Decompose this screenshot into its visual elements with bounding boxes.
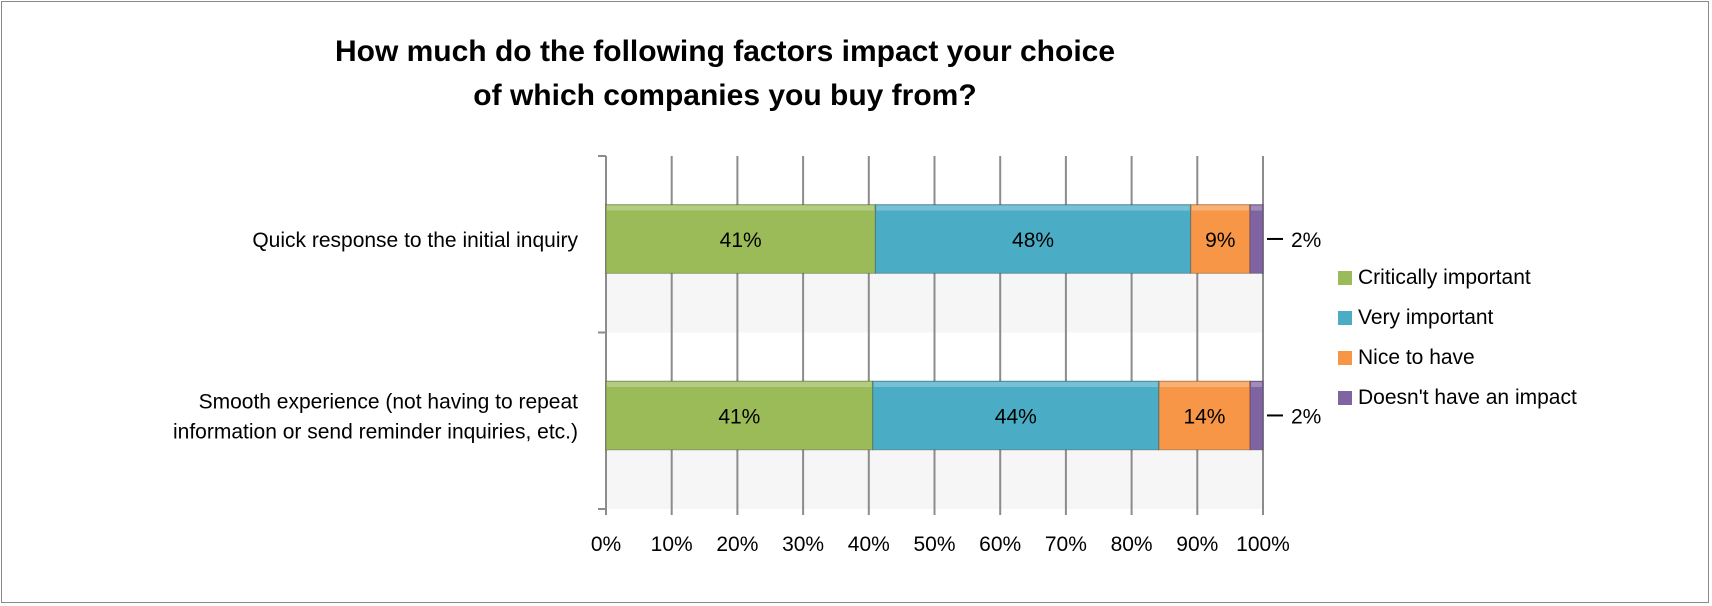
category-label: Quick response to the initial inquiry: [252, 229, 578, 252]
legend-item: Very important: [1338, 298, 1577, 338]
bar-segment: [605, 380, 874, 451]
data-label: 2%: [1291, 229, 1321, 252]
legend-label: Very important: [1358, 306, 1494, 329]
data-label: 41%: [720, 229, 762, 252]
bar-highlight: [607, 205, 875, 211]
bar-segment: [1249, 380, 1264, 451]
bar-highlight: [876, 205, 1190, 211]
x-tick-label: 20%: [716, 533, 758, 556]
legend: Critically important Very important Nice t…: [1338, 258, 1577, 418]
bar-highlight: [607, 382, 872, 388]
category-label: information or send reminder inquiries, …: [173, 420, 578, 443]
x-tick-label: 0%: [591, 533, 621, 556]
bar-segment: [605, 204, 876, 274]
bar-segment: [1249, 204, 1264, 274]
legend-swatch: [1338, 351, 1352, 365]
x-tick-label: 10%: [651, 533, 693, 556]
bar-highlight: [873, 382, 1158, 388]
x-tick-label: 40%: [848, 533, 890, 556]
chart-title-line: How much do the following factors impact…: [334, 35, 1116, 68]
bar-highlight: [1191, 205, 1249, 211]
data-label: 9%: [1205, 229, 1235, 252]
category-label: Smooth experience (not having to repeat: [199, 390, 579, 413]
legend-label: Doesn't have an impact: [1358, 386, 1577, 409]
bar-highlight: [1250, 205, 1262, 211]
legend-label: Critically important: [1358, 266, 1531, 289]
legend-item: Critically important: [1338, 258, 1577, 298]
legend-swatch: [1338, 311, 1352, 325]
x-tick-label: 60%: [979, 533, 1021, 556]
legend-item: Doesn't have an impact: [1338, 378, 1577, 418]
bar-segment: [1190, 204, 1251, 274]
data-label: 14%: [1183, 405, 1225, 428]
x-tick-label: 30%: [782, 533, 824, 556]
legend-item: Nice to have: [1338, 338, 1577, 378]
legend-label: Nice to have: [1358, 346, 1475, 369]
bar-highlight: [1159, 382, 1249, 388]
x-tick-label: 80%: [1111, 533, 1153, 556]
x-tick-label: 100%: [1236, 533, 1290, 556]
bar-highlight: [1250, 382, 1262, 388]
chart-title: How much do the following factors impact…: [300, 30, 1150, 118]
legend-swatch: [1338, 271, 1352, 285]
bar-segment: [874, 204, 1192, 274]
x-tick-label: 70%: [1045, 533, 1087, 556]
data-label: 48%: [1012, 229, 1054, 252]
x-tick-label: 50%: [913, 533, 955, 556]
bar-segment: [1158, 380, 1251, 451]
bar-segment: [872, 380, 1160, 451]
x-tick-label: 90%: [1176, 533, 1218, 556]
data-label: 44%: [995, 405, 1037, 428]
chart-title-line: of which companies you buy from?: [473, 79, 977, 112]
data-label: 41%: [718, 405, 760, 428]
data-label: 2%: [1291, 405, 1321, 428]
legend-swatch: [1338, 391, 1352, 405]
